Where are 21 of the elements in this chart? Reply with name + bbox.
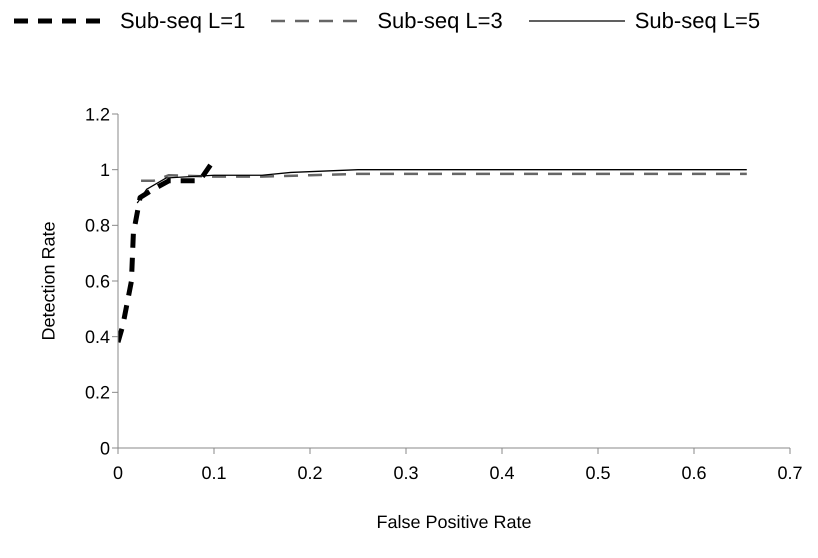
x-tick-label: 0.3 — [393, 462, 419, 483]
y-tick-label: 0.6 — [84, 271, 110, 292]
legend-label: Sub-seq L=3 — [377, 8, 503, 34]
y-axis-title: Detection Rate — [38, 221, 58, 341]
legend-label: Sub-seq L=5 — [634, 8, 760, 34]
y-tick-label: 0.2 — [84, 382, 110, 403]
x-tick-label: 0.5 — [585, 462, 611, 483]
y-tick-label: 0 — [100, 438, 110, 458]
y-tick-label: 1.2 — [84, 104, 110, 124]
y-tick-label: 0.8 — [84, 216, 110, 236]
x-tick-label: 0 — [112, 462, 124, 483]
x-tick-label: 0.4 — [489, 462, 515, 483]
x-tick-label: 0.2 — [297, 462, 323, 483]
x-tick-label: 0.1 — [201, 462, 227, 483]
x-axis-title: False Positive Rate — [376, 512, 532, 532]
y-tick-label: 0.4 — [84, 327, 110, 348]
legend-label: Sub-seq L=1 — [120, 8, 246, 34]
x-tick-label: 0.6 — [681, 462, 707, 483]
x-tick-label: 0.7 — [777, 462, 803, 483]
line-series — [140, 172, 748, 182]
y-tick-label: 1 — [100, 160, 110, 180]
